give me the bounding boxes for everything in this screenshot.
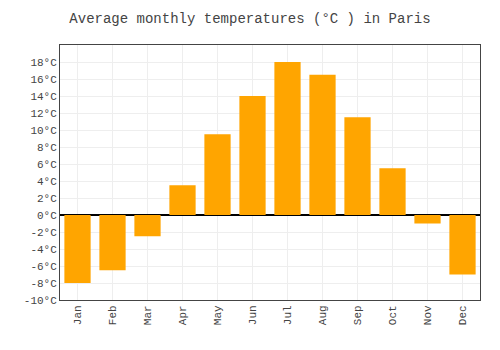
svg-text:0°C: 0°C [37, 210, 57, 222]
svg-text:18°C: 18°C [30, 57, 57, 69]
svg-text:-10°C: -10°C [24, 295, 57, 307]
svg-text:Feb: Feb [107, 305, 119, 325]
svg-text:4°C: 4°C [37, 176, 57, 188]
svg-text:8°C: 8°C [37, 142, 57, 154]
svg-text:May: May [212, 305, 224, 325]
svg-text:14°C: 14°C [30, 91, 57, 103]
svg-text:Average monthly temperatures (: Average monthly temperatures (°C ) in Pa… [69, 11, 430, 27]
svg-text:6°C: 6°C [37, 159, 57, 171]
svg-text:16°C: 16°C [30, 74, 57, 86]
svg-text:10°C: 10°C [30, 125, 57, 137]
svg-text:-6°C: -6°C [30, 261, 57, 273]
svg-text:Nov: Nov [422, 305, 434, 325]
svg-text:Oct: Oct [387, 305, 399, 325]
svg-text:-8°C: -8°C [30, 278, 57, 290]
svg-text:Aug: Aug [317, 305, 329, 325]
svg-text:2°C: 2°C [37, 193, 57, 205]
svg-text:Dec: Dec [457, 305, 469, 325]
svg-text:-4°C: -4°C [30, 244, 57, 256]
svg-text:Jan: Jan [72, 305, 84, 325]
svg-text:12°C: 12°C [30, 108, 57, 120]
svg-text:Jun: Jun [247, 305, 259, 325]
svg-text:-2°C: -2°C [30, 227, 57, 239]
svg-text:Mar: Mar [142, 305, 154, 325]
svg-text:Sep: Sep [352, 305, 364, 325]
svg-text:Apr: Apr [177, 305, 189, 325]
svg-text:Jul: Jul [282, 305, 294, 325]
